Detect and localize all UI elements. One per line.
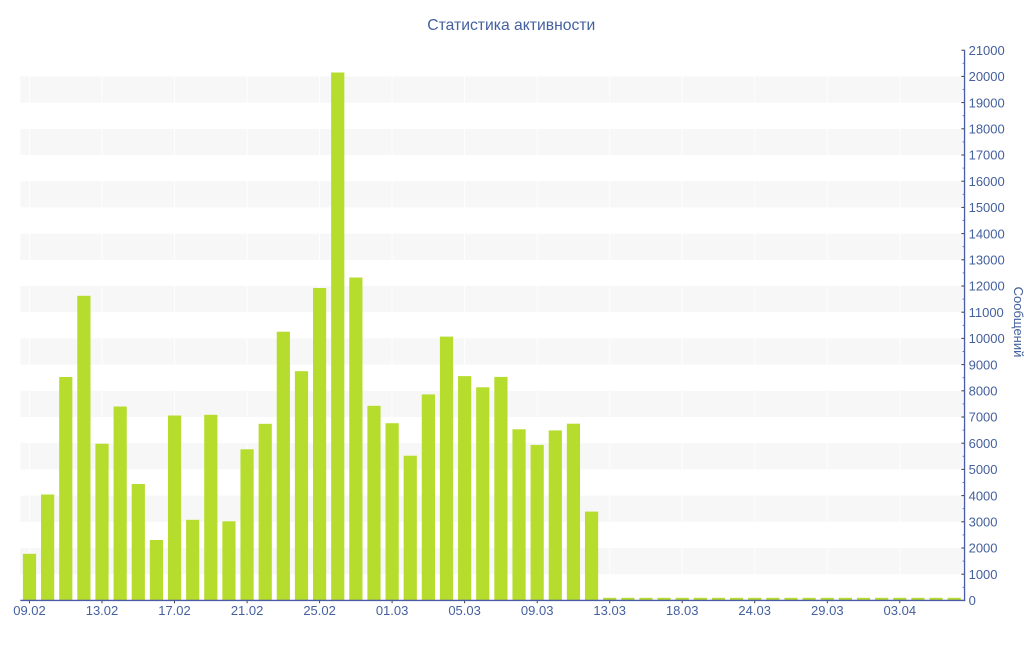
svg-text:18000: 18000 (969, 122, 1005, 137)
svg-text:25.02: 25.02 (303, 603, 336, 618)
svg-text:17.02: 17.02 (158, 603, 191, 618)
svg-text:21.02: 21.02 (231, 603, 264, 618)
svg-text:01.03: 01.03 (376, 603, 409, 618)
svg-text:13.02: 13.02 (86, 603, 119, 618)
svg-text:09.02: 09.02 (13, 603, 46, 618)
svg-text:03.04: 03.04 (884, 603, 917, 618)
svg-text:18.03: 18.03 (666, 603, 699, 618)
svg-text:16000: 16000 (969, 174, 1005, 189)
svg-text:10000: 10000 (969, 331, 1005, 346)
svg-text:14000: 14000 (969, 226, 1005, 241)
svg-text:Статистика активности: Статистика активности (427, 17, 595, 34)
svg-text:4000: 4000 (969, 488, 998, 503)
svg-text:8000: 8000 (969, 384, 998, 399)
svg-text:20000: 20000 (969, 69, 1005, 84)
svg-text:21000: 21000 (969, 43, 1005, 58)
svg-text:05.03: 05.03 (448, 603, 481, 618)
svg-text:5000: 5000 (969, 462, 998, 477)
svg-text:3000: 3000 (969, 515, 998, 530)
svg-text:0: 0 (969, 593, 976, 608)
svg-text:13.03: 13.03 (593, 603, 626, 618)
svg-text:11000: 11000 (969, 305, 1004, 320)
svg-text:12000: 12000 (969, 279, 1005, 294)
svg-text:15000: 15000 (969, 200, 1005, 215)
svg-text:9000: 9000 (969, 357, 998, 372)
svg-text:13000: 13000 (969, 253, 1005, 268)
svg-text:Сообщений: Сообщений (1011, 287, 1024, 358)
svg-text:19000: 19000 (969, 95, 1005, 110)
svg-text:7000: 7000 (969, 410, 998, 425)
svg-text:1000: 1000 (969, 567, 998, 582)
svg-text:2000: 2000 (969, 541, 998, 556)
svg-text:29.03: 29.03 (811, 603, 844, 618)
svg-text:09.03: 09.03 (521, 603, 554, 618)
svg-text:24.03: 24.03 (738, 603, 771, 618)
svg-text:6000: 6000 (969, 436, 998, 451)
svg-text:17000: 17000 (969, 148, 1005, 163)
